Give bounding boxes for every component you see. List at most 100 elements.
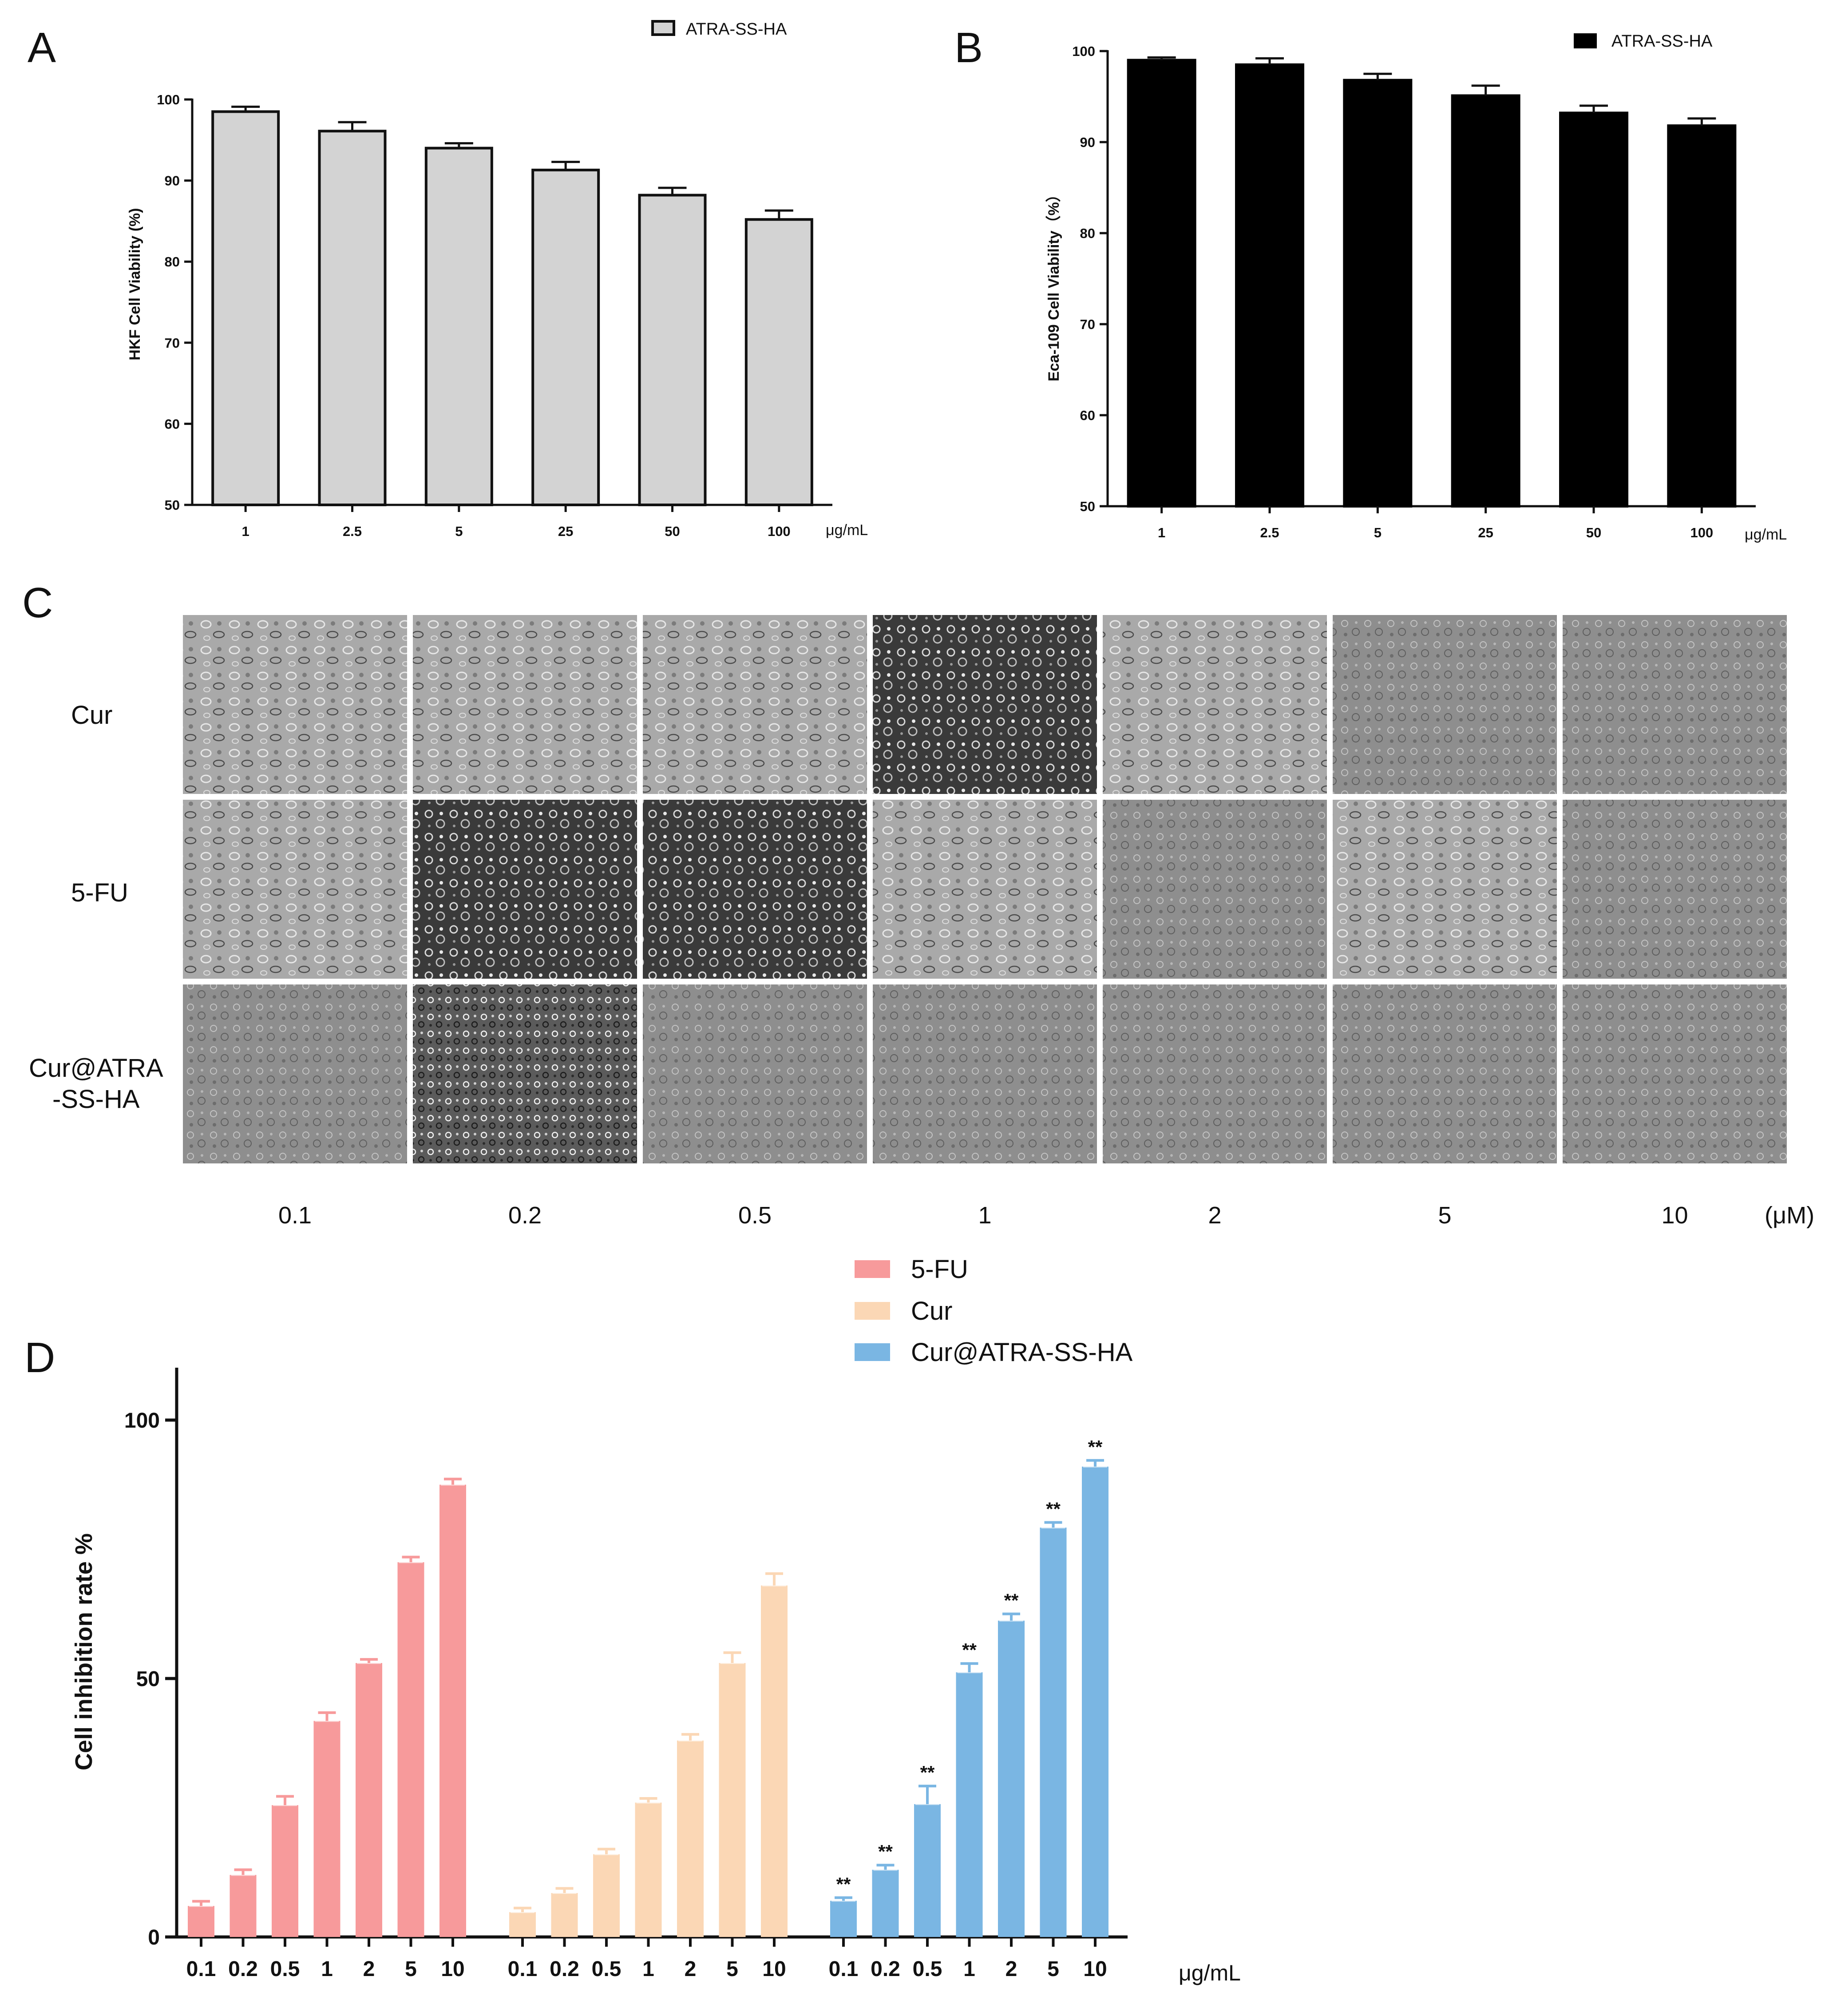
bar-0 [356, 1663, 382, 1937]
row-label-cur: Cur [71, 701, 112, 730]
y-tick-label: 90 [1080, 135, 1095, 150]
chart-b: ATRA-SS-HA Eca-109 Cell Viability（%） μg/… [1045, 32, 1787, 543]
bar-0 [313, 1721, 340, 1937]
micrograph-tile [183, 984, 407, 1163]
bar-2 [1082, 1466, 1108, 1937]
x-tick-label: 1 [1158, 525, 1165, 540]
x-tick-label: 5 [455, 524, 463, 539]
panel-letter-d: D [24, 1334, 55, 1381]
y-tick-label: 90 [165, 173, 180, 189]
bar [424, 147, 493, 506]
bar-2 [1040, 1528, 1067, 1937]
bar-0 [439, 1484, 466, 1937]
x-tick-label: 50 [1586, 525, 1601, 540]
bar [211, 110, 280, 506]
x-tick-label: 1 [321, 1957, 333, 1981]
x-unit-d: μg/mL [1179, 1960, 1241, 1985]
x-unit-a: μg/mL [826, 522, 868, 539]
bar-1 [509, 1912, 536, 1937]
significance-marker: ** [962, 1639, 977, 1660]
bar-1 [719, 1663, 746, 1937]
bar-2 [998, 1620, 1025, 1937]
micrograph-tile [413, 984, 637, 1163]
micrograph-tile [873, 984, 1097, 1163]
legend-swatch-b [1574, 33, 1597, 48]
y-tick-label: 60 [165, 416, 180, 432]
x-tick-label: 0.2 [228, 1957, 258, 1981]
micrograph-tile [183, 800, 407, 979]
bar-0 [397, 1562, 424, 1937]
bar-0 [230, 1875, 257, 1937]
bar [1127, 59, 1196, 508]
concentration-label: 5 [1438, 1202, 1451, 1229]
y-axis-title-a: HKF Cell Viability (%) [127, 208, 143, 360]
row-label-5fu: 5-FU [71, 878, 128, 907]
unit-label-c: (μM) [1765, 1202, 1814, 1229]
micrograph-tile [1103, 984, 1327, 1163]
x-tick-label: 25 [1478, 525, 1493, 540]
y-tick-label: 100 [1072, 44, 1095, 59]
x-tick-label: 1 [642, 1957, 654, 1981]
x-tick-label: 5 [726, 1957, 738, 1981]
micrograph-tile [1563, 984, 1787, 1163]
x-tick-label: 10 [441, 1957, 464, 1981]
significance-marker: ** [1088, 1437, 1103, 1457]
y-tick-label: 0 [148, 1926, 160, 1949]
y-axis-title-b: Eca-109 Cell Viability（%） [1045, 187, 1062, 381]
x-tick-label: 5 [1047, 1957, 1059, 1981]
x-tick-label: 0.5 [592, 1957, 622, 1981]
micrograph-tile [1103, 615, 1327, 794]
legend-swatch-cur [855, 1302, 890, 1320]
y-tick-label: 80 [165, 254, 180, 270]
y-tick-label: 100 [157, 92, 180, 107]
x-tick-label: 2 [363, 1957, 375, 1981]
micrograph-tile [1103, 800, 1327, 979]
bar [744, 218, 813, 506]
concentration-label: 0.1 [278, 1202, 312, 1229]
x-tick-label: 0.5 [270, 1957, 300, 1981]
x-tick-label: 1 [963, 1957, 975, 1981]
x-tick-label: 2.5 [343, 524, 362, 539]
bar [318, 130, 387, 506]
x-tick-label: 10 [1083, 1957, 1107, 1981]
significance-marker: ** [836, 1874, 851, 1895]
x-tick-label: 50 [665, 524, 680, 539]
x-tick-label: 100 [1690, 525, 1713, 540]
significance-marker: ** [878, 1841, 893, 1862]
y-tick-label: 50 [165, 497, 180, 513]
y-tick-label: 50 [136, 1667, 160, 1691]
chart-a: ATRA-SS-HA HKF Cell Viability (%) μg/mL … [127, 20, 868, 539]
concentration-label: 0.5 [738, 1202, 772, 1229]
bar-1 [551, 1893, 578, 1937]
x-tick-label: 25 [558, 524, 573, 539]
x-tick-label: 100 [768, 524, 791, 539]
x-tick-label: 2 [1006, 1957, 1017, 1981]
bar-1 [761, 1585, 788, 1937]
concentration-label: 10 [1661, 1202, 1688, 1229]
significance-marker: ** [1046, 1498, 1061, 1519]
x-tick-label: 0.1 [829, 1957, 859, 1981]
y-axis-title-d: Cell inhibition rate % [71, 1533, 97, 1770]
legend-label-5fu: 5-FU [911, 1255, 968, 1284]
bar [1343, 79, 1413, 508]
micrograph-tile [413, 800, 637, 979]
bar [1451, 94, 1520, 508]
x-tick-label: 0.1 [186, 1957, 216, 1981]
bar-0 [188, 1906, 214, 1937]
bar [638, 194, 707, 506]
x-tick-label: 0.1 [508, 1957, 538, 1981]
y-tick-label: 60 [1080, 408, 1095, 423]
concentration-label: 1 [978, 1202, 991, 1229]
legend-label-cur-atra: Cur@ATRA-SS-HA [911, 1338, 1133, 1367]
significance-marker: ** [920, 1762, 935, 1783]
micrograph-tile [643, 984, 867, 1163]
x-tick-label: 0.5 [913, 1957, 942, 1981]
y-tick-label: 70 [165, 335, 180, 351]
row-label-cur-atra-1: Cur@ATRA [29, 1054, 163, 1083]
panel-letter-a: A [28, 24, 56, 71]
bar [531, 168, 600, 506]
micrograph-tile [1563, 800, 1787, 979]
legend-label-b: ATRA-SS-HA [1611, 32, 1713, 51]
chart-d: 5-FU Cur Cur@ATRA-SS-HA Cell inhibition … [71, 1255, 1241, 1985]
